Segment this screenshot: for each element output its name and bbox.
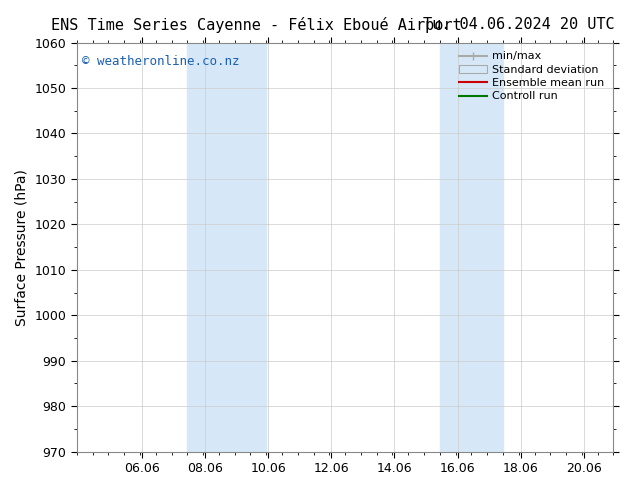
- Text: Tu. 04.06.2024 20 UTC: Tu. 04.06.2024 20 UTC: [424, 17, 615, 32]
- Text: © weatheronline.co.nz: © weatheronline.co.nz: [82, 55, 240, 68]
- Bar: [440, 43, 503, 452]
- Y-axis label: Surface Pressure (hPa): Surface Pressure (hPa): [15, 169, 29, 325]
- Bar: [187, 43, 266, 452]
- Legend: min/max, Standard deviation, Ensemble mean run, Controll run: min/max, Standard deviation, Ensemble me…: [456, 48, 608, 105]
- Text: ENS Time Series Cayenne - Félix Eboué Airport: ENS Time Series Cayenne - Félix Eboué Ai…: [51, 17, 462, 33]
